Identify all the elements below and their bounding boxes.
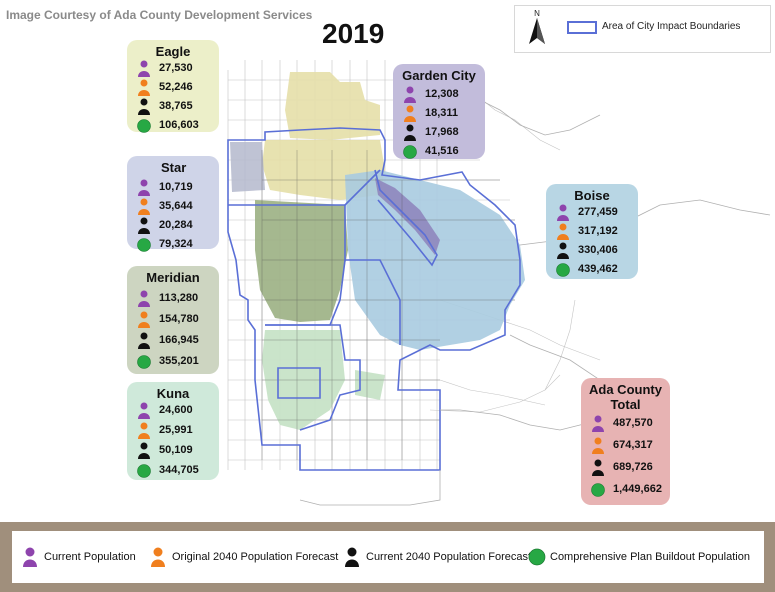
ada-county-title: Ada County <box>589 382 662 397</box>
buildout-icon <box>137 117 151 134</box>
meridian-current-value: 113,280 <box>159 292 199 304</box>
star-title: Star <box>161 160 187 175</box>
original-forecast-icon <box>137 422 151 439</box>
ada-county-original-value: 674,317 <box>613 439 653 451</box>
major-roads <box>261 150 520 460</box>
eagle-title: Eagle <box>155 44 191 59</box>
garden-city-current-value: 12,308 <box>425 88 459 100</box>
current-forecast-icon <box>591 459 605 476</box>
current-population-icon <box>403 86 417 103</box>
original-forecast-icon <box>556 223 570 240</box>
garden-city-forecast-value: 17,968 <box>425 126 459 138</box>
ada-county-subtitle: Total <box>610 397 641 412</box>
buildout-icon <box>137 353 151 370</box>
current-forecast-icon <box>137 332 151 349</box>
current-population-icon <box>591 415 605 432</box>
original-forecast-icon <box>137 79 151 96</box>
buildout-icon <box>556 261 570 278</box>
current-population-icon <box>556 204 570 221</box>
kuna-buildout-value: 344,705 <box>159 464 199 476</box>
ada-county-card: Ada County Total 487,570 674,317 689,726… <box>581 378 670 505</box>
legend-panel <box>12 531 764 583</box>
ada-county-map <box>227 60 771 506</box>
meridian-original-value: 154,780 <box>159 313 199 325</box>
north-label: N <box>534 9 540 18</box>
original-forecast-icon <box>137 198 151 215</box>
boundary-legend: N Area of City Impact Boundaries <box>514 5 771 53</box>
north-arrow-icon: N <box>527 9 547 46</box>
original-forecast-icon <box>403 105 417 122</box>
kuna-forecast-value: 50,109 <box>159 444 193 456</box>
eagle-current-value: 27,530 <box>159 62 193 74</box>
current-population-icon <box>137 402 151 419</box>
eagle-card: Eagle 27,530 52,246 38,765 106,603 <box>127 40 219 134</box>
kuna-card: Kuna 24,600 25,991 50,109 344,705 <box>127 382 219 480</box>
star-original-value: 35,644 <box>159 200 193 212</box>
legend-current-population-label: Current Population <box>44 551 136 563</box>
star-card: Star 10,719 35,644 20,284 79,324 <box>127 156 219 252</box>
legend-buildout: Comprehensive Plan Buildout Population <box>528 545 758 569</box>
legend-original-forecast: Original 2040 Population Forecast <box>150 545 350 569</box>
current-forecast-icon <box>344 547 360 567</box>
legend-original-forecast-label: Original 2040 Population Forecast <box>172 551 339 563</box>
garden-city-buildout-value: 41,516 <box>425 145 459 157</box>
eagle-forecast-value: 38,765 <box>159 100 193 112</box>
boise-original-value: 317,192 <box>578 225 618 237</box>
star-forecast-value: 20,284 <box>159 219 193 231</box>
kuna-title: Kuna <box>156 386 190 401</box>
map-year-title: 2019 <box>322 18 385 49</box>
star-current-value: 10,719 <box>159 181 193 193</box>
image-credit: Image Courtesy of Ada County Development… <box>6 8 313 22</box>
garden-city-title: Garden City <box>402 68 476 83</box>
garden-city-card: Garden City 12,308 18,311 17,968 41,516 <box>393 64 485 159</box>
boise-current-value: 277,459 <box>578 206 618 218</box>
ada-county-buildout-value: 1,449,662 <box>613 483 662 495</box>
current-forecast-icon <box>137 98 151 115</box>
buildout-icon <box>528 547 546 567</box>
ada-county-forecast-value: 689,726 <box>613 461 653 473</box>
legend-current-forecast-label: Current 2040 Population Forecast <box>366 551 532 563</box>
current-forecast-icon <box>137 442 151 459</box>
city-impact-boundaries <box>227 127 521 471</box>
boundary-swatch <box>567 21 597 34</box>
boise-buildout-value: 439,462 <box>578 263 618 275</box>
current-forecast-icon <box>137 217 151 234</box>
meridian-card: Meridian 113,280 154,780 166,945 355,201 <box>127 266 219 374</box>
boise-forecast-value: 330,406 <box>578 244 618 256</box>
original-forecast-icon <box>591 437 605 454</box>
meridian-buildout-value: 355,201 <box>159 355 199 367</box>
current-population-icon <box>22 547 38 567</box>
garden-city-original-value: 18,311 <box>425 107 459 119</box>
boundary-legend-label: Area of City Impact Boundaries <box>602 21 741 32</box>
star-buildout-value: 79,324 <box>159 238 193 250</box>
buildout-icon <box>403 143 417 160</box>
eagle-buildout-value: 106,603 <box>159 119 199 131</box>
original-forecast-icon <box>137 311 151 328</box>
boise-card: Boise 277,459 317,192 330,406 439,462 <box>546 184 638 279</box>
current-population-icon <box>137 290 151 307</box>
kuna-current-value: 24,600 <box>159 404 193 416</box>
buildout-icon <box>591 481 605 498</box>
legend-current-population: Current Population <box>22 545 172 569</box>
current-forecast-icon <box>403 124 417 141</box>
kuna-original-value: 25,991 <box>159 424 193 436</box>
ada-county-current-value: 487,570 <box>613 417 653 429</box>
meridian-title: Meridian <box>146 270 200 285</box>
boise-title: Boise <box>574 188 610 203</box>
meridian-forecast-value: 166,945 <box>159 334 199 346</box>
buildout-icon <box>137 236 151 253</box>
legend-buildout-label: Comprehensive Plan Buildout Population <box>550 551 750 563</box>
buildout-icon <box>137 462 151 479</box>
meridian-area <box>255 200 348 322</box>
current-population-icon <box>137 60 151 77</box>
legend-current-forecast: Current 2040 Population Forecast <box>344 545 534 569</box>
current-forecast-icon <box>556 242 570 259</box>
current-population-icon <box>137 179 151 196</box>
original-forecast-icon <box>150 547 166 567</box>
eagle-original-value: 52,246 <box>159 81 193 93</box>
star-area <box>230 142 265 192</box>
